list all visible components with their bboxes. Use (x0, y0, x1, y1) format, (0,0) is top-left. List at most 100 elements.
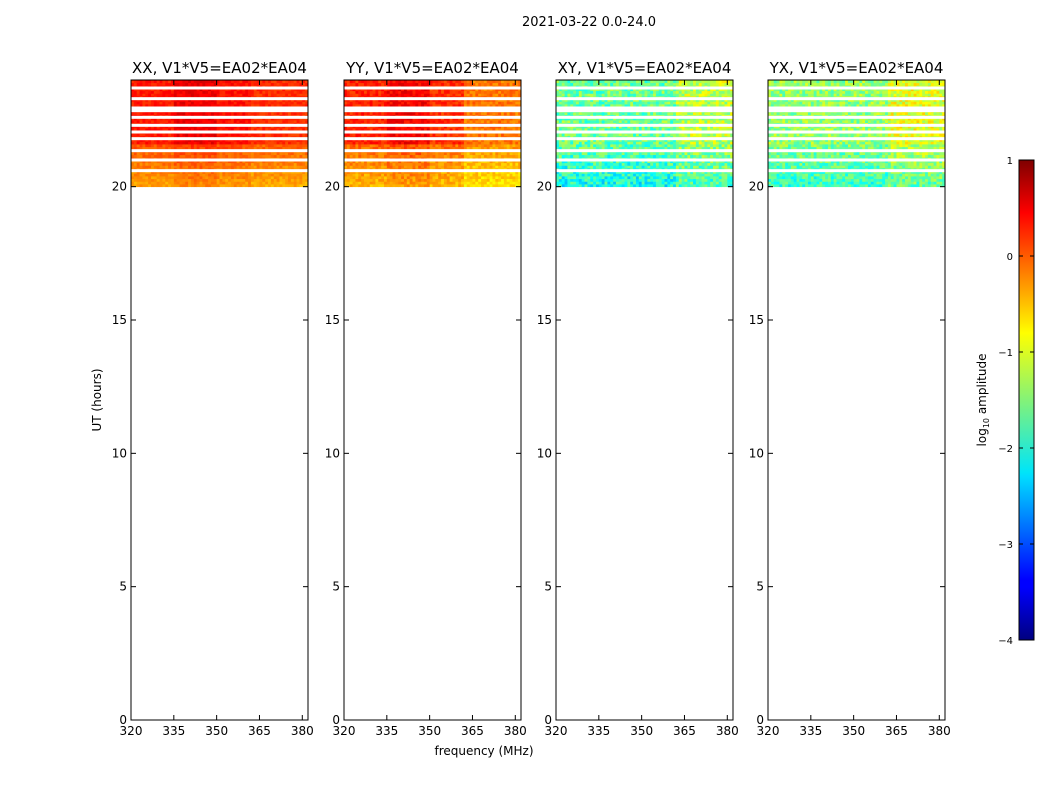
heatmap-cell (449, 176, 453, 180)
heatmap-cell (515, 176, 519, 180)
heatmap-cell (270, 146, 275, 150)
heatmap-cell (366, 90, 371, 94)
heatmap-cell (481, 162, 485, 166)
heatmap-cell (270, 93, 275, 97)
heatmap-cell (173, 90, 178, 94)
heatmap-cell (282, 101, 286, 105)
heatmap-cell (222, 88, 226, 92)
heatmap-cell (273, 141, 277, 145)
heatmap-cell (196, 144, 200, 148)
heatmap-cell (256, 162, 260, 166)
heatmap-cell (455, 101, 459, 105)
heatmap-cell (392, 90, 396, 94)
heatmap-cell (506, 165, 510, 169)
heatmap-cell (285, 101, 289, 105)
heatmap-cell (506, 184, 510, 188)
heatmap-cell (153, 125, 158, 129)
heatmap-cell (170, 138, 175, 142)
heatmap-cell (156, 165, 160, 169)
heatmap-cell (133, 181, 138, 185)
heatmap-cell (230, 112, 235, 116)
heatmap-cell (349, 88, 353, 92)
heatmap-cell (242, 104, 246, 108)
heatmap-cell (481, 125, 485, 129)
heatmap-cell (262, 178, 266, 182)
heatmap-cell (409, 120, 413, 124)
heatmap-cell (265, 120, 269, 124)
heatmap-cell (518, 82, 522, 86)
heatmap-cell (285, 125, 289, 129)
heatmap-cell (403, 120, 408, 124)
heatmap-cell (481, 98, 485, 102)
heatmap-cell (216, 146, 220, 150)
heatmap-cell (446, 154, 451, 158)
heatmap-cell (406, 138, 411, 142)
heatmap-cell (190, 90, 195, 94)
heatmap-cell (458, 125, 462, 129)
heatmap-cell (512, 98, 516, 102)
heatmap-cell (409, 93, 413, 97)
heatmap-cell (406, 160, 411, 164)
heatmap-cell (268, 112, 272, 116)
heatmap-cell (190, 125, 195, 129)
heatmap-cell (392, 88, 396, 92)
heatmap-cell (230, 144, 235, 148)
heatmap-cell (449, 90, 453, 94)
heatmap-cell (213, 138, 218, 142)
heatmap-cell (435, 82, 439, 86)
heatmap-cell (509, 88, 513, 92)
heatmap-cell (136, 160, 140, 164)
heatmap-cell (139, 165, 143, 169)
heatmap-cell (409, 178, 413, 182)
heatmap-cell (509, 144, 513, 148)
heatmap-cell (361, 128, 365, 132)
heatmap-cell (349, 176, 353, 180)
heatmap-cell (290, 162, 295, 166)
heatmap-cell (248, 184, 252, 188)
heatmap-cell (378, 117, 382, 121)
heatmap-cell (202, 154, 206, 158)
heatmap-cell (268, 120, 272, 124)
heatmap-cell (512, 176, 516, 180)
heatmap-cell (378, 152, 382, 156)
heatmap-cell (156, 144, 160, 148)
heatmap-cell (386, 176, 391, 180)
heatmap-cell (426, 165, 431, 169)
heatmap-cell (265, 88, 269, 92)
heatmap-cell (153, 88, 158, 92)
heatmap-cell (245, 170, 249, 174)
heatmap-cell (369, 120, 373, 124)
heatmap-cell (466, 104, 471, 108)
heatmap-cell (188, 88, 192, 92)
heatmap-cell (478, 104, 482, 108)
heatmap-cell (228, 120, 232, 124)
heatmap-cell (346, 88, 351, 92)
heatmap-cell (352, 90, 356, 94)
heatmap-cell (503, 133, 508, 137)
heatmap-cell (139, 160, 143, 164)
heatmap-cell (449, 93, 453, 97)
heatmap-cell (481, 93, 485, 97)
heatmap-cell (392, 104, 396, 108)
heatmap-cell (293, 125, 297, 129)
heatmap-cell (449, 144, 453, 148)
heatmap-cell (495, 98, 499, 102)
heatmap-cell (288, 82, 292, 86)
heatmap-cell (225, 133, 229, 137)
heatmap-cell (423, 101, 428, 105)
heatmap-cell (133, 176, 138, 180)
heatmap-cell (273, 178, 277, 182)
heatmap-cell (483, 98, 488, 102)
heatmap-cell (293, 82, 297, 86)
heatmap-cell (475, 154, 479, 158)
heatmap-cell (216, 165, 220, 169)
heatmap-cell (225, 117, 229, 121)
heatmap-cell (288, 141, 292, 145)
heatmap-cell (139, 80, 143, 84)
heatmap-cell (233, 128, 238, 132)
heatmap-cell (412, 117, 416, 121)
heatmap-cell (401, 112, 405, 116)
heatmap-cell (366, 154, 371, 158)
heatmap-cell (202, 173, 206, 177)
